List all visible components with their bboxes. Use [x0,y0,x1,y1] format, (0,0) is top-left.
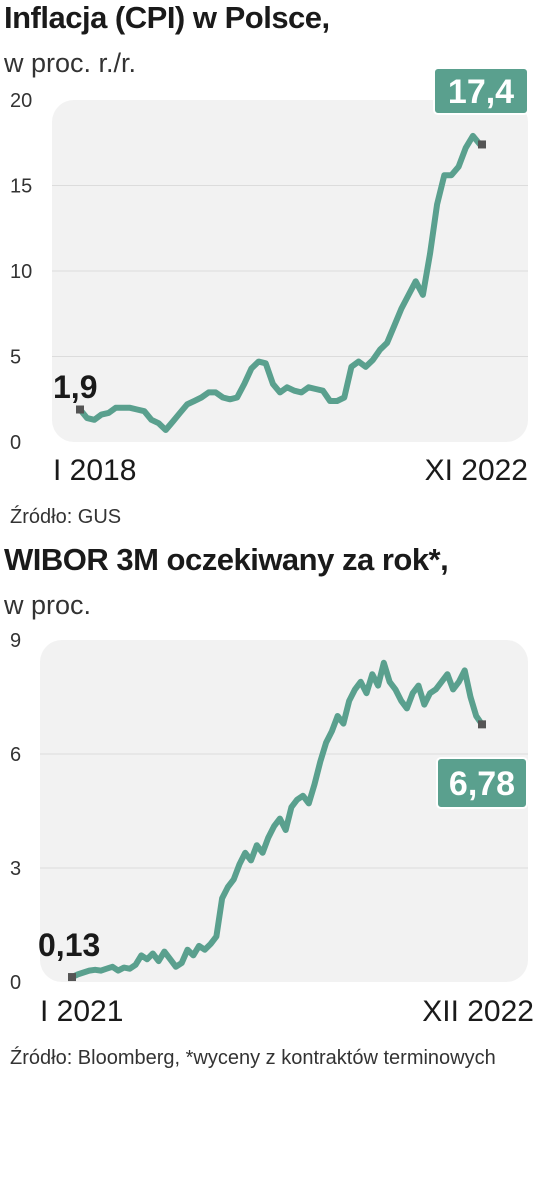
chart1-end-value-badge [433,67,529,115]
chart1-ytick-label: 20 [10,90,32,112]
chart2-start-marker [68,973,76,982]
chart1-ytick-label: 10 [10,261,32,283]
chart2-subtitle: w proc. [4,590,92,620]
chart1-svg: 0 5 10 15 20 1,9 17,4 I 2018 XI 2022 [10,67,529,487]
chart2-svg: 0 3 6 9 0,13 6,78 I 2021 XII 2022 [10,630,534,1028]
chart2-ytick-label: 9 [10,630,21,652]
chart2-series-line [69,659,485,981]
chart2-x-start-label: I 2021 [40,995,123,1028]
chart2-end-value-label: 6,78 [449,765,515,803]
chart2-ytick-label: 0 [10,972,21,994]
chart1-x-end-label: XI 2022 [425,454,528,487]
chart1-ytick-label: 5 [10,347,21,369]
chart1-x-start-label: I 2018 [53,454,136,487]
chart1-subtitle: w proc. r./r. [4,48,137,78]
chart1-start-marker [76,405,84,414]
chart1-source: Źródło: GUS [10,506,122,528]
chart1-end-marker [478,140,486,149]
chart1-end-value-label: 17,4 [448,73,514,111]
chart1-ytick-label: 0 [10,432,21,454]
chart2-end-value-badge [436,757,528,809]
chart1-start-value-label: 1,9 [53,369,97,405]
chart2-end-marker [478,720,486,729]
chart2-start-value-label: 0,13 [38,927,100,963]
chart1-series-line [77,132,483,433]
chart2-source: Źródło: Bloomberg, *wyceny z kontraktów … [10,1047,496,1069]
chart2-x-end-label: XII 2022 [422,995,534,1028]
chart1-title: Inflacja (CPI) w Polsce, [4,0,330,35]
chart1-ytick-label: 15 [10,176,32,198]
chart2-title: WIBOR 3M oczekiwany za rok*, [4,542,449,577]
chart2-ytick-label: 6 [10,744,21,766]
chart2-plot-area [40,640,528,982]
chart2-ytick-label: 3 [10,858,21,880]
